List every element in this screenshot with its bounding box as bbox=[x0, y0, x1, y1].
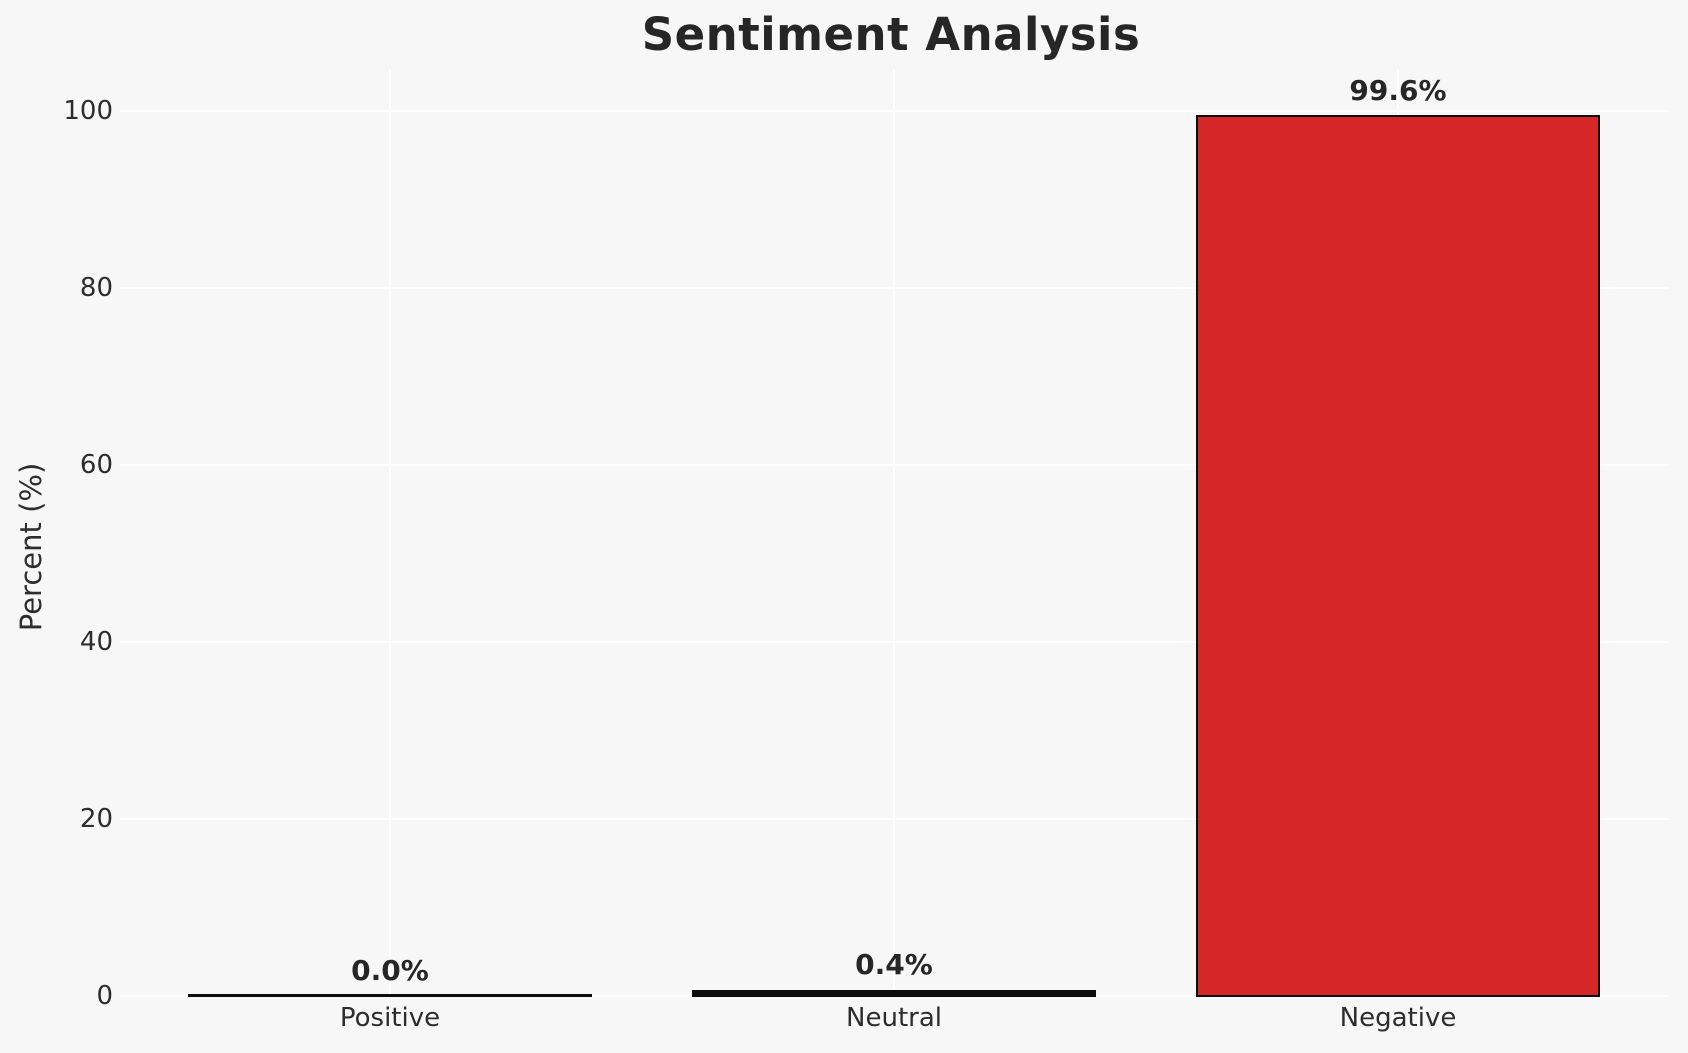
y-tick-label-40: 40 bbox=[79, 627, 113, 657]
bar-neutral bbox=[692, 990, 1096, 997]
bar-value-label-neutral: 0.4% bbox=[855, 948, 933, 981]
y-tick-label-60: 60 bbox=[79, 450, 113, 480]
x-tick-label-positive: Positive bbox=[339, 1003, 441, 1033]
bar-positive bbox=[188, 994, 592, 997]
gridline-vertical-neutral bbox=[893, 70, 895, 997]
bar-value-label-negative: 99.6% bbox=[1349, 74, 1447, 107]
bar-negative bbox=[1196, 115, 1600, 997]
y-tick-label-20: 20 bbox=[79, 804, 113, 834]
bar-value-label-positive: 0.0% bbox=[351, 954, 429, 987]
y-tick-label-100: 100 bbox=[63, 96, 113, 126]
y-tick-label-80: 80 bbox=[79, 273, 113, 303]
x-tick-label-neutral: Neutral bbox=[846, 1003, 942, 1033]
y-axis-label: Percent (%) bbox=[14, 462, 48, 632]
x-tick-label-negative: Negative bbox=[1339, 1003, 1457, 1033]
y-tick-label-0: 0 bbox=[96, 981, 113, 1011]
plot-area: 0.0% 0.4% 99.6% bbox=[120, 70, 1668, 997]
gridline-vertical-positive bbox=[389, 70, 391, 997]
chart-title: Sentiment Analysis bbox=[641, 8, 1141, 61]
